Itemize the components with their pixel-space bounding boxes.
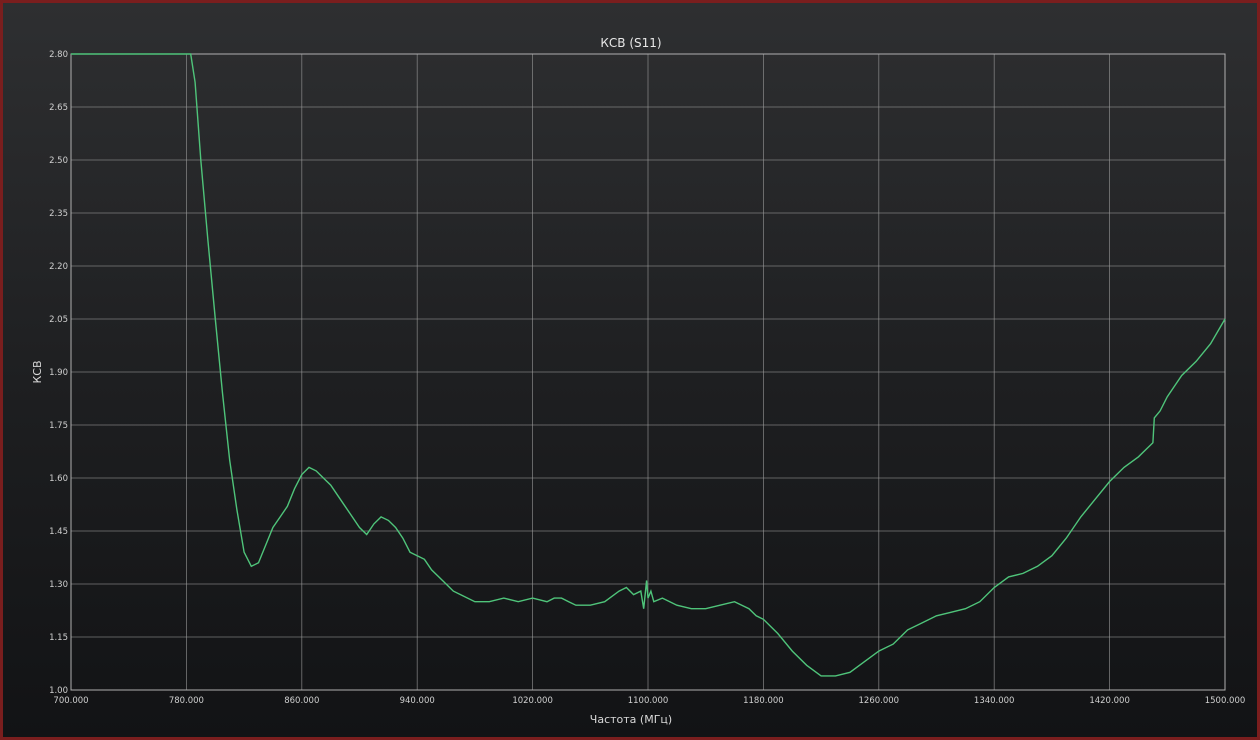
series-layer xyxy=(71,53,1226,677)
y-axis-ticks: 1.00 1.15 1.30 1.45 1.60 1.75 1.90 2.05 2.20 2.35… xyxy=(49,50,68,696)
x-tick-label: 1340.000 xyxy=(974,696,1015,706)
swr-chart: КСВ (S11) 700.000 780.000 860.000 940.000 10… xyxy=(31,36,1245,726)
series-line-swr xyxy=(71,53,1226,677)
y-tick-label: 2.50 xyxy=(49,156,68,166)
x-axis-ticks: 700.000 780.000 860.000 940.000 1020.000 1100… xyxy=(53,696,1245,706)
y-tick-label: 1.30 xyxy=(49,580,68,590)
chart-title: КСВ (S11) xyxy=(600,36,661,50)
y-tick-label: 1.45 xyxy=(49,527,68,537)
y-tick-label: 1.15 xyxy=(49,633,68,643)
y-tick-label: 2.05 xyxy=(49,315,68,325)
y-tick-label: 2.65 xyxy=(49,103,68,113)
x-tick-label: 1100.000 xyxy=(628,696,669,706)
x-tick-label: 1020.000 xyxy=(512,696,553,706)
y-tick-label: 1.90 xyxy=(49,368,68,378)
y-tick-label: 2.20 xyxy=(49,262,68,272)
x-tick-label: 1180.000 xyxy=(743,696,784,706)
x-tick-label: 780.000 xyxy=(169,696,204,706)
x-tick-label: 940.000 xyxy=(400,696,435,706)
y-tick-label: 1.75 xyxy=(49,421,68,431)
y-tick-label: 1.00 xyxy=(49,686,68,696)
x-tick-label: 700.000 xyxy=(53,696,88,706)
y-axis-label: КСВ xyxy=(31,360,44,383)
x-tick-label: 1420.000 xyxy=(1089,696,1130,706)
y-tick-label: 2.35 xyxy=(49,209,68,219)
plot-area xyxy=(70,53,1226,691)
x-axis-label: Частота (МГц) xyxy=(590,713,672,726)
y-tick-label: 2.80 xyxy=(49,50,68,60)
y-tick-label: 1.60 xyxy=(49,474,68,484)
x-tick-label: 860.000 xyxy=(284,696,319,706)
x-tick-label: 1260.000 xyxy=(859,696,900,706)
x-tick-label: 1500.000 xyxy=(1205,696,1246,706)
